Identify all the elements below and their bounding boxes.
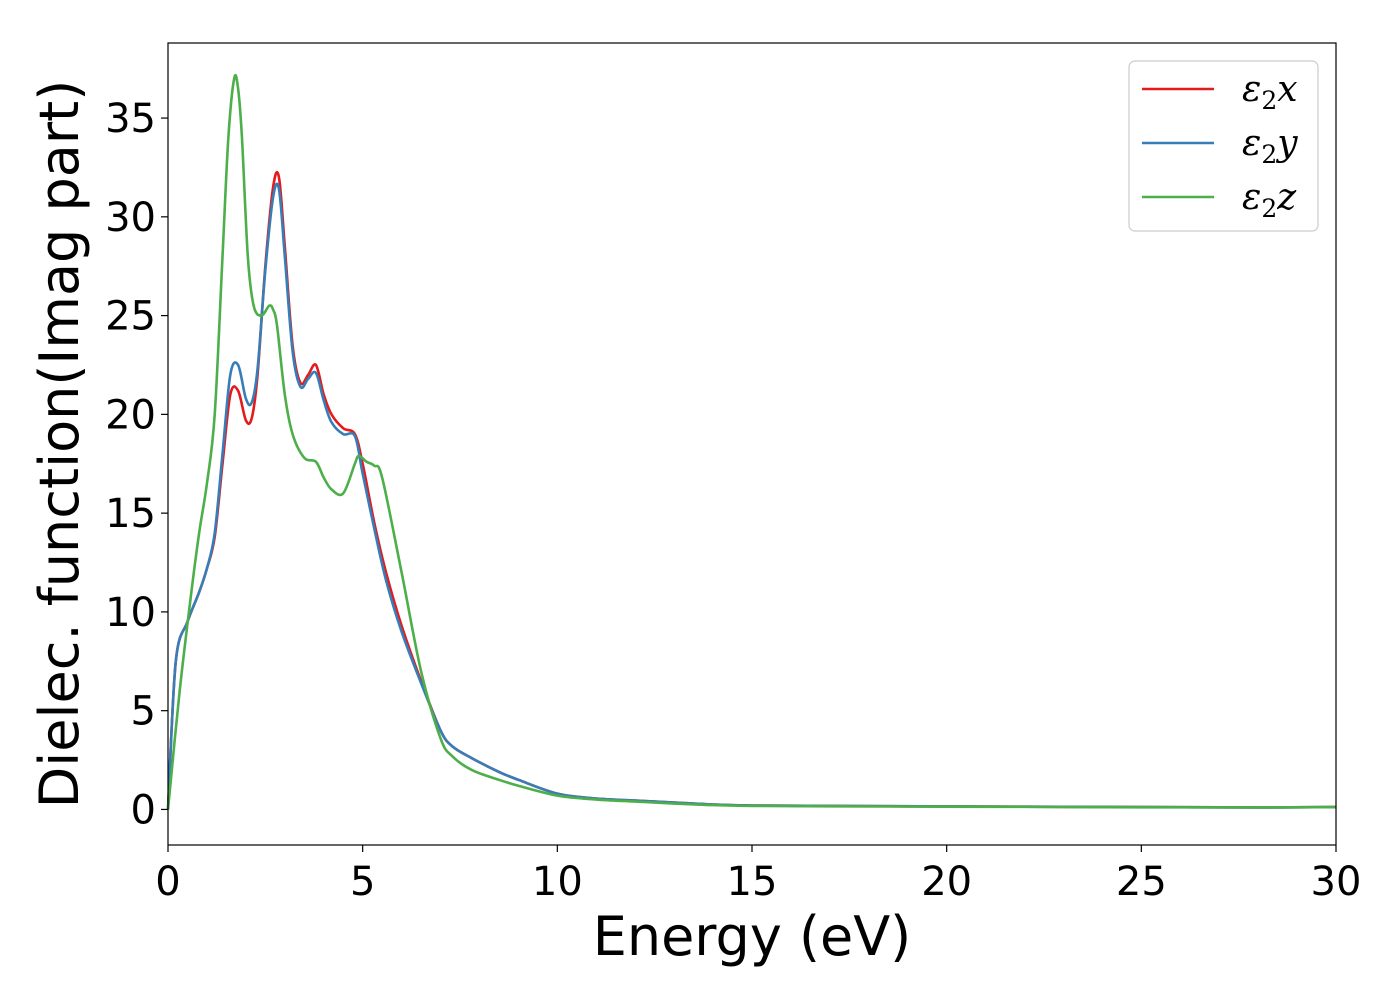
x-axis-label: Energy (eV)	[593, 905, 912, 968]
legend: ε2x ε2y ε2z	[1128, 60, 1319, 232]
legend-label-y: ε2y	[1242, 123, 1298, 169]
y-tick-label: 20	[105, 392, 156, 438]
y-tick-label: 10	[105, 590, 156, 636]
y-tick-label: 30	[105, 195, 156, 241]
x-tick-label: 25	[1116, 859, 1167, 905]
y-tick-label: 5	[131, 689, 156, 735]
y-tick-label: 25	[105, 294, 156, 340]
x-tick-label: 20	[921, 859, 972, 905]
series-layer	[166, 73, 1337, 810]
y-tick-label: 35	[105, 96, 156, 142]
x-tick-label: 10	[532, 859, 583, 905]
series-line-x	[166, 170, 1337, 810]
legend-label-z: ε2z	[1242, 177, 1297, 223]
y-tick-label: 0	[131, 787, 156, 833]
legend-label-x: ε2x	[1242, 69, 1298, 115]
x-tick-label: 30	[1311, 859, 1362, 905]
x-tick-label: 0	[155, 859, 180, 905]
x-tick-label: 15	[727, 859, 778, 905]
series-line-z	[166, 73, 1337, 810]
series-line-y	[166, 182, 1337, 810]
x-axis: 0 5 10 15 20 25 30	[155, 845, 1361, 905]
y-axis-label: Dielec. function(Imag part)	[28, 80, 91, 809]
y-tick-label: 15	[105, 491, 156, 537]
y-axis: 0 5 10 15 20 25 30 35	[105, 96, 168, 833]
x-tick-label: 5	[350, 859, 375, 905]
legend-box	[1128, 60, 1319, 232]
